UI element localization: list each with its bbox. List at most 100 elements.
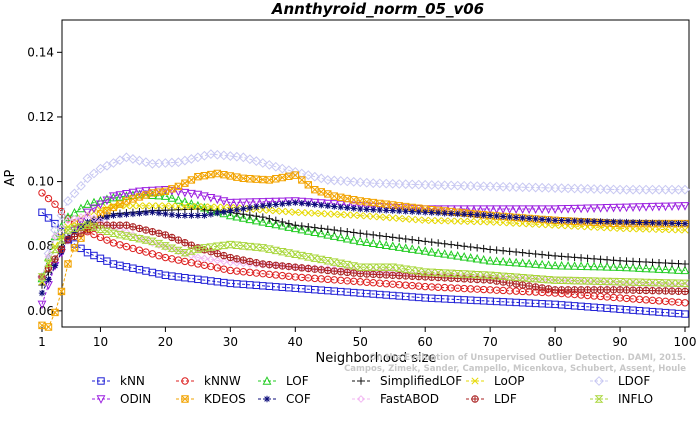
- chart-title: Annthyroid_norm_05_v06: [271, 0, 484, 18]
- data-point: [577, 217, 585, 225]
- data-point: [63, 212, 73, 221]
- data-point: [135, 193, 144, 201]
- data-point: [538, 216, 546, 223]
- data-point: [660, 184, 671, 195]
- data-point: [142, 248, 150, 256]
- data-point: [304, 181, 312, 189]
- data-point: [636, 219, 643, 226]
- data-point: [667, 184, 677, 195]
- data-point: [415, 236, 423, 245]
- x-tick-label: 30: [223, 335, 238, 349]
- data-point: [89, 223, 99, 231]
- data-point: [491, 181, 502, 192]
- data-point: [348, 176, 359, 187]
- data-point: [266, 201, 273, 209]
- data-point: [167, 245, 176, 254]
- data-point: [76, 217, 86, 227]
- data-point: [642, 219, 650, 226]
- data-point: [258, 217, 268, 226]
- data-point: [389, 214, 397, 222]
- data-point: [362, 263, 372, 271]
- data-point: [297, 251, 307, 260]
- data-point: [57, 245, 66, 254]
- data-point: [142, 191, 150, 199]
- data-point: [661, 226, 670, 234]
- data-point: [433, 205, 443, 214]
- data-point: [596, 261, 605, 271]
- data-point: [563, 261, 573, 270]
- data-point: [648, 263, 657, 273]
- data-point: [394, 242, 404, 251]
- data-point: [344, 204, 351, 211]
- data-point: [610, 218, 617, 226]
- data-point: [279, 262, 286, 270]
- data-point: [485, 205, 495, 214]
- data-point: [537, 259, 547, 269]
- data-point: [278, 207, 286, 215]
- data-point: [675, 288, 682, 295]
- data-point: [90, 251, 98, 260]
- data-point: [519, 281, 526, 289]
- data-point: [174, 236, 183, 244]
- legend-item: LoOP: [466, 374, 525, 388]
- data-point: [381, 263, 391, 271]
- data-point: [376, 213, 384, 221]
- data-point: [58, 246, 65, 253]
- data-point: [589, 184, 599, 194]
- data-point: [603, 286, 611, 294]
- data-point: [266, 261, 273, 268]
- x-tick-label: 20: [158, 335, 173, 349]
- data-point: [493, 212, 500, 220]
- data-point: [512, 214, 520, 221]
- data-point: [298, 200, 305, 207]
- data-point: [511, 257, 521, 267]
- data-point: [571, 217, 578, 225]
- legend: kNN kNNW LOF SimplifiedLOF LoOP LDOF ODIN KDEOS…: [92, 374, 653, 406]
- data-point: [681, 287, 689, 296]
- data-point: [628, 278, 638, 286]
- data-point: [337, 203, 344, 211]
- legend-marker: [357, 377, 365, 385]
- data-point: [285, 263, 293, 270]
- data-point: [473, 218, 481, 226]
- data-point: [504, 182, 515, 192]
- data-point: [109, 239, 118, 247]
- data-point: [446, 250, 456, 259]
- data-point: [90, 214, 98, 223]
- data-point: [531, 205, 541, 214]
- data-point: [427, 205, 437, 214]
- data-point: [427, 238, 436, 246]
- legend-item: COF: [258, 392, 311, 406]
- data-point: [318, 201, 325, 209]
- data-point: [506, 213, 513, 221]
- data-point: [342, 260, 352, 269]
- data-point: [135, 187, 144, 197]
- data-point: [407, 179, 418, 190]
- data-point: [570, 276, 579, 285]
- data-point: [381, 178, 392, 189]
- data-point: [252, 260, 261, 269]
- data-point: [441, 217, 449, 225]
- data-point: [57, 287, 66, 296]
- data-point: [305, 265, 312, 272]
- data-point: [382, 232, 390, 241]
- data-point: [56, 210, 67, 221]
- data-point: [103, 236, 111, 244]
- data-point: [583, 261, 592, 271]
- data-point: [95, 163, 106, 174]
- data-point: [149, 228, 156, 235]
- legend-item: KDEOS: [176, 392, 246, 406]
- data-point: [511, 273, 521, 281]
- data-point: [648, 258, 657, 267]
- legend-marker: [594, 395, 604, 403]
- data-point: [298, 264, 305, 272]
- data-point: [290, 250, 300, 258]
- data-point: [116, 211, 124, 219]
- data-point: [621, 184, 632, 195]
- data-point: [253, 259, 260, 266]
- data-point: [628, 184, 638, 195]
- data-point: [188, 212, 195, 219]
- data-point: [38, 189, 46, 197]
- data-point: [51, 308, 59, 317]
- data-point: [316, 255, 326, 264]
